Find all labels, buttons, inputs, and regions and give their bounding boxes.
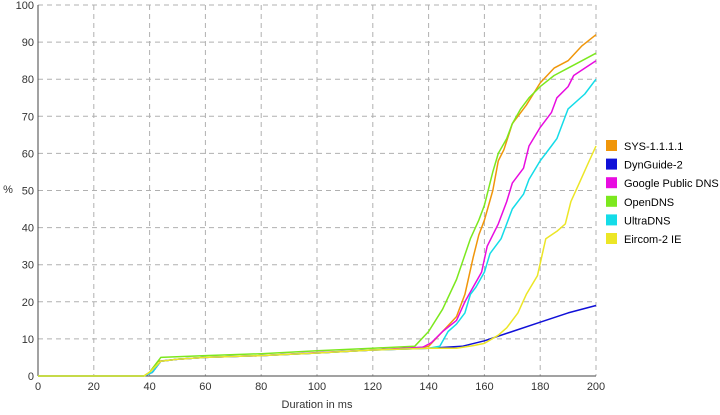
series-line-4 — [38, 52, 597, 377]
x-tick-label: 100 — [308, 381, 326, 393]
series-lines — [38, 34, 597, 377]
legend-swatch — [606, 177, 617, 189]
y-tick-label: 40 — [22, 223, 34, 235]
y-tick-label: 0 — [28, 371, 34, 383]
x-tick-label: 200 — [587, 381, 605, 393]
legend-label: SYS-1.1.1.1 — [624, 141, 683, 153]
legend-swatch — [606, 233, 617, 244]
legend-label: Google Public DNS — [624, 178, 719, 190]
legend-label: UltraDNS — [624, 215, 670, 227]
y-tick-label: 60 — [22, 148, 34, 160]
series-line-6 — [38, 145, 597, 377]
y-tick-label: 90 — [22, 37, 34, 49]
axes: 0 20 40 60 80 100 120 140 160 180 200 0 10 20 30 40 50 60… — [16, 0, 606, 393]
legend-swatch — [606, 195, 617, 207]
x-tick-label: 20 — [88, 381, 100, 393]
x-tick-label: 40 — [143, 381, 155, 393]
x-tick-label: 180 — [531, 381, 549, 393]
x-tick-label: 120 — [364, 381, 382, 393]
y-tick-label: 80 — [22, 74, 34, 86]
grid — [38, 4, 597, 376]
legend-swatch — [606, 214, 617, 226]
legend-label: Eircom-2 IE — [624, 234, 681, 246]
legend: SYS-1.1.1.1 DynGuide-2 Google Public DNS Op… — [606, 140, 719, 246]
y-tick-label: 30 — [22, 260, 34, 272]
x-tick-label: 60 — [199, 381, 211, 393]
x-tick-label: 160 — [475, 381, 493, 393]
y-tick-label: 70 — [22, 111, 34, 123]
legend-label: DynGuide-2 — [624, 160, 683, 172]
x-tick-label: 140 — [419, 381, 437, 393]
y-tick-label: 50 — [22, 186, 34, 198]
legend-swatch — [606, 158, 617, 170]
y-axis-title: % — [3, 184, 13, 196]
x-tick-label: 80 — [255, 381, 267, 393]
y-tick-label: 10 — [22, 334, 34, 346]
y-tick-label: 20 — [22, 297, 34, 309]
y-tick-label: 100 — [16, 0, 34, 12]
legend-swatch — [606, 140, 617, 151]
x-tick-label: 0 — [35, 381, 41, 393]
x-axis-title: Duration in ms — [282, 399, 353, 411]
legend-label: OpenDNS — [624, 197, 674, 209]
